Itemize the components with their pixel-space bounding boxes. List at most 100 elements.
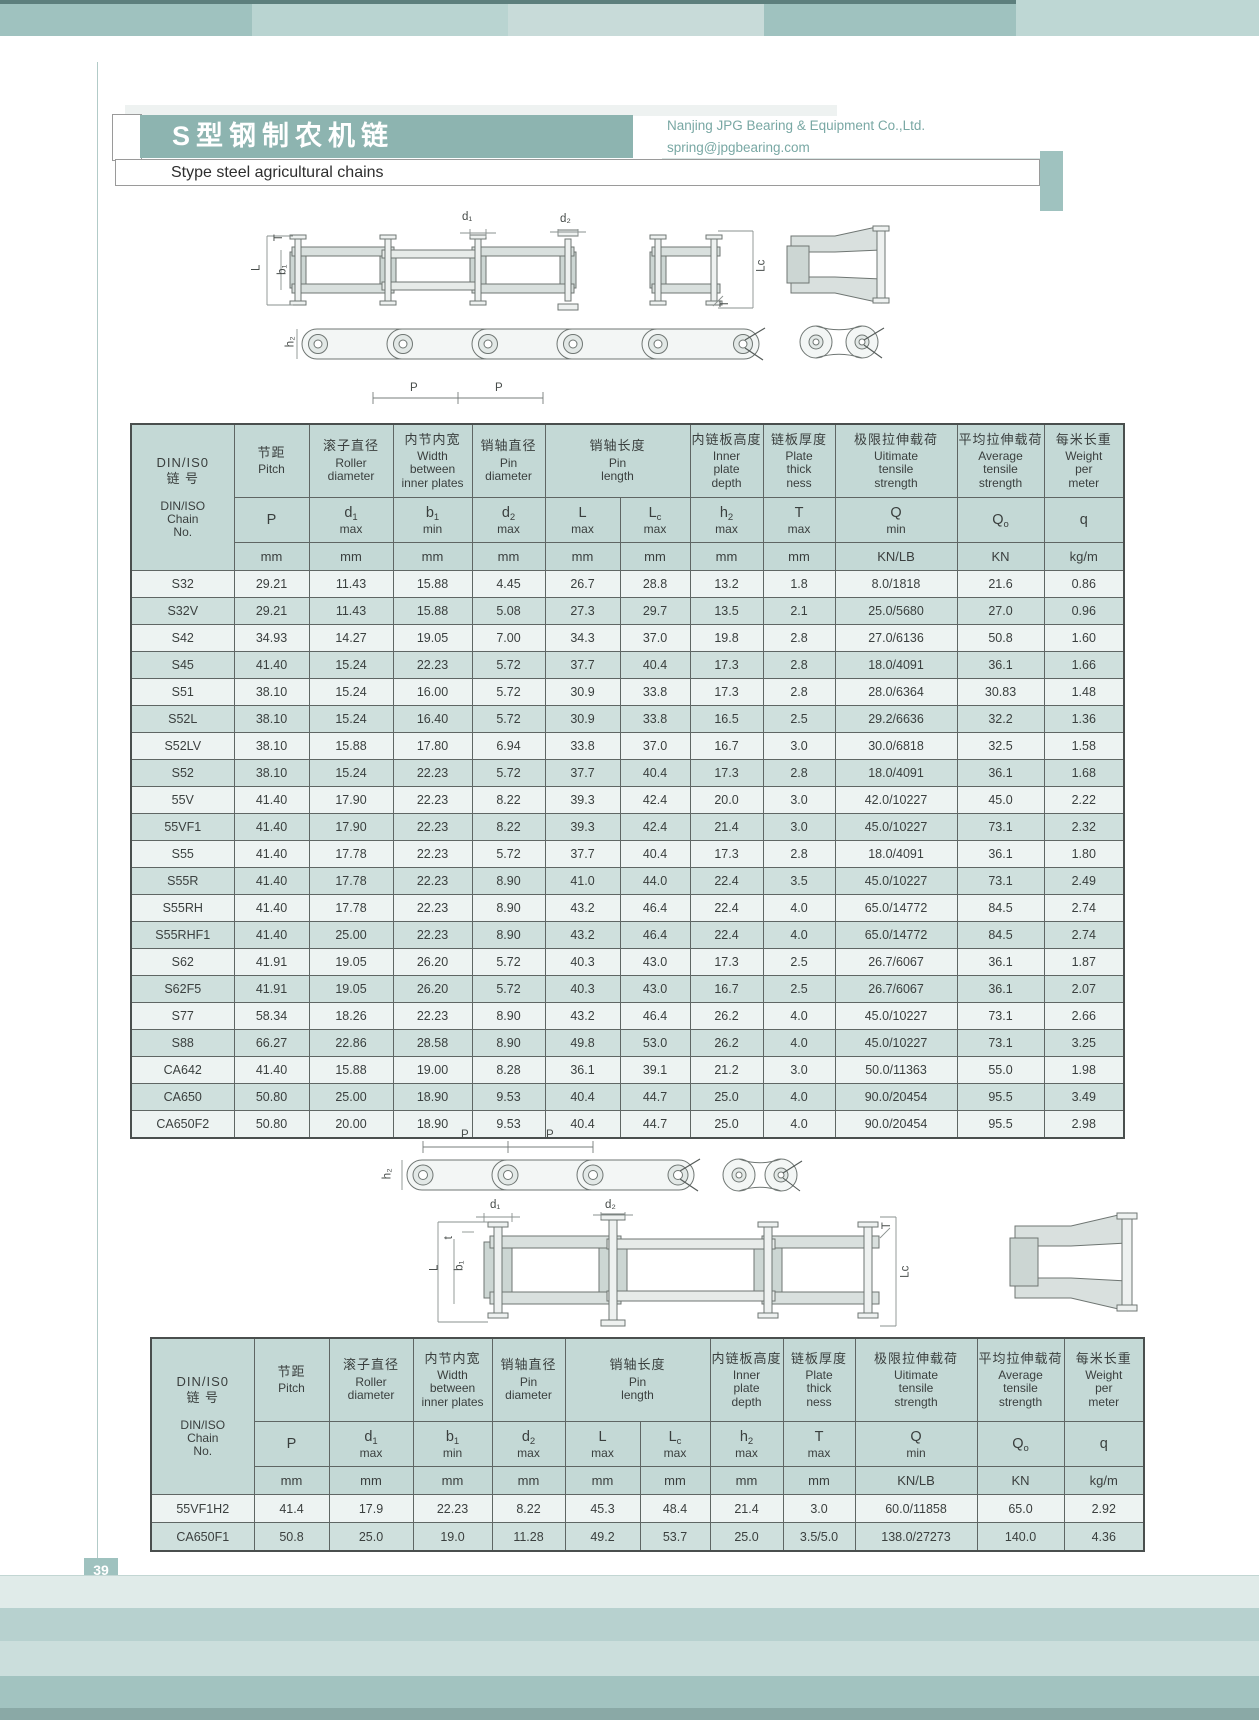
cell: 8.90 (471, 1002, 546, 1030)
cell: 95.5 (956, 1083, 1045, 1111)
header-roller-diameter: 滚子直径 Roller diameter (328, 1337, 414, 1422)
decor-block (764, 0, 1016, 36)
cell: 6.94 (471, 732, 546, 760)
page-title-en: Stype steel agricultural chains (171, 164, 384, 181)
cell: 43.2 (544, 921, 621, 949)
cell: 26.20 (392, 948, 473, 976)
cell: 42.4 (619, 786, 691, 814)
cell: 37.0 (619, 732, 691, 760)
cell: 37.7 (544, 651, 621, 679)
table-row: S62F5 41.91 19.05 26.20 5.72 40.3 43.0 16.7 2.5 2… (130, 975, 1125, 1003)
page-title-bar: S型钢制农机链 (140, 115, 633, 158)
title-accent-box (112, 114, 142, 161)
cell: 40.3 (544, 948, 621, 976)
cell: 0.96 (1043, 597, 1125, 625)
cell: 32.5 (956, 732, 1045, 760)
cell: 22.23 (392, 840, 473, 868)
cell: 22.4 (689, 921, 764, 949)
company-email: spring@jpgbearing.com (667, 140, 810, 155)
cell: 3.0 (762, 1056, 836, 1084)
cell: 5.72 (471, 975, 546, 1003)
cell: 37.0 (619, 624, 691, 652)
unit-cell: mm (544, 542, 621, 571)
cell: 3.5/5.0 (782, 1522, 856, 1552)
header-pin-length: 销轴长度 Pin length (564, 1337, 711, 1422)
header-pitch: 节距 Pitch (253, 1337, 330, 1422)
cell: 15.24 (308, 705, 394, 733)
table-row: S52 38.10 15.24 22.23 5.72 37.7 40.4 17.3 2.8 18.… (130, 759, 1125, 787)
dim-label-L: L (428, 1264, 441, 1271)
cell: 95.5 (956, 1110, 1045, 1139)
cell: 73.1 (956, 1029, 1045, 1057)
cell: 2.74 (1043, 921, 1125, 949)
cell: 45.0/10227 (834, 1002, 958, 1030)
page-title-cn: S型钢制农机链 (172, 121, 395, 151)
cell: 2.5 (762, 948, 836, 976)
symbol-Qo: Qo (976, 1421, 1065, 1467)
cell: 36.1 (956, 948, 1045, 976)
cell: 39.1 (619, 1056, 691, 1084)
dim-label-b1: b₁ (453, 1260, 466, 1271)
unit-cell: mm (308, 542, 394, 571)
header-inner-plate-depth: 内链板高度 Inner plate depth (709, 1337, 784, 1422)
table-header: DIN/IS0 链 号 DIN/ISO Chain No. 节距 Pitch 滚子… (130, 423, 1125, 571)
cell: 58.34 (233, 1002, 310, 1030)
bottom-decor-band (0, 1708, 1259, 1720)
cell: 38.10 (233, 678, 310, 706)
symbol-d1: d1 max (328, 1421, 414, 1467)
cell: 55V (130, 786, 235, 814)
table-row: 55VF1H2 41.4 17.9 22.23 8.22 45.3 48.4 21.4 3.0 6… (150, 1494, 1145, 1523)
cell: 15.88 (308, 1056, 394, 1084)
cell: 45.0/10227 (834, 1029, 958, 1057)
header-average-tensile: 平均拉伸载荷 Average tensile strength (956, 423, 1045, 498)
unit-cell: mm (619, 542, 691, 571)
cell: 140.0 (976, 1522, 1065, 1552)
cell: 38.10 (233, 705, 310, 733)
cell: 3.0 (762, 786, 836, 814)
cell: 22.23 (392, 867, 473, 895)
cell: 2.66 (1043, 1002, 1125, 1030)
table-row: S45 41.40 15.24 22.23 5.72 37.7 40.4 17.3 2.8 18.… (130, 651, 1125, 679)
cell: 26.2 (689, 1002, 764, 1030)
table-row: CA650 50.80 25.00 18.90 9.53 40.4 44.7 25.0 4.0 9… (130, 1083, 1125, 1111)
cell: 40.3 (544, 975, 621, 1003)
cell: S55R (130, 867, 235, 895)
cell: 21.4 (709, 1494, 784, 1523)
cell: 32.2 (956, 705, 1045, 733)
cell: 46.4 (619, 921, 691, 949)
header-width-between-plates: 内节内宽 Width between inner plates (412, 1337, 493, 1422)
dim-label-b1: b₁ (276, 264, 289, 275)
cell: 18.0/4091 (834, 759, 958, 787)
cell: 8.90 (471, 867, 546, 895)
cell: 41.40 (233, 867, 310, 895)
table-header: DIN/IS0 链 号 DIN/ISO Chain No. 节距 Pitch 滚子… (150, 1337, 1145, 1495)
cell: 55VF1 (130, 813, 235, 841)
cell: 16.7 (689, 975, 764, 1003)
cell: 27.0/6136 (834, 624, 958, 652)
header-pitch: 节距 Pitch (233, 423, 310, 498)
chain-top-view-diagram (293, 316, 770, 372)
connecting-link-diagram (1005, 1208, 1155, 1316)
cell: 2.07 (1043, 975, 1125, 1003)
dim-label-L: L (250, 264, 263, 271)
header-plate-thickness: 链板厚度 Plate thick ness (762, 423, 836, 498)
cell: 38.10 (233, 732, 310, 760)
symbol-b1: b1 min (412, 1421, 493, 1467)
cell: S55 (130, 840, 235, 868)
cell: 73.1 (956, 813, 1045, 841)
cell: 41.40 (233, 894, 310, 922)
header-pin-diameter: 销轴直径 Pin diameter (491, 1337, 566, 1422)
cell: 36.1 (956, 651, 1045, 679)
unit-cell: mm (412, 1466, 493, 1495)
cell: 1.80 (1043, 840, 1125, 868)
cell: CA650F2 (130, 1110, 235, 1139)
cell: S52L (130, 705, 235, 733)
cell: 13.2 (689, 570, 764, 598)
header-pin-length: 销轴长度 Pin length (544, 423, 691, 498)
cell: 39.3 (544, 813, 621, 841)
cell: 5.72 (471, 705, 546, 733)
cell: 15.88 (308, 732, 394, 760)
table-row: S55RHF1 41.40 25.00 22.23 8.90 43.2 46.4 22.4 4.… (130, 921, 1125, 949)
